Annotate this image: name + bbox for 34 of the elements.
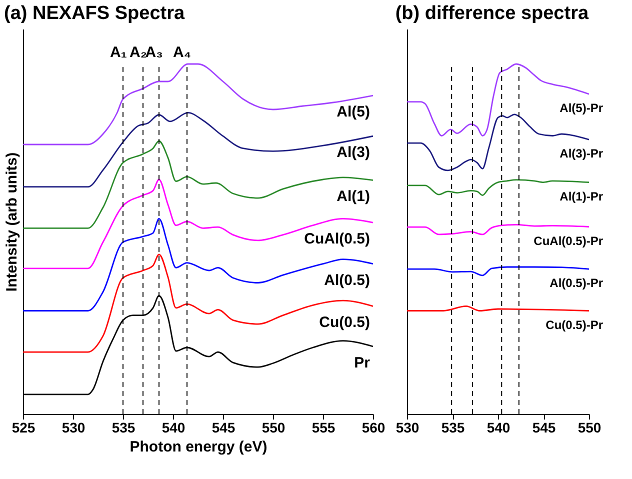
series-label: Cu(0.5)-Pr (546, 318, 604, 332)
x-tick-label: 545 (532, 420, 556, 436)
series-label: Al(1)-Pr (560, 189, 604, 204)
x-tick-label: 535 (112, 420, 136, 436)
series-label: Al(3)-Pr (560, 146, 604, 161)
series-label: CuAl(0.5) (304, 230, 370, 248)
series-label: Al(5) (336, 104, 370, 120)
series-label: Al(0.5) (324, 272, 370, 289)
series-label: Al(1) (336, 188, 370, 206)
x-tick-label: 545 (212, 420, 236, 436)
x-tick-label: 550 (578, 420, 602, 436)
chart-title: (a) NEXAFS Spectra (4, 3, 185, 24)
x-tick-label: 530 (396, 420, 420, 436)
x-tick-label: 555 (312, 420, 336, 436)
x-tick-label: 540 (486, 420, 510, 436)
x-axis-title: Photon energy (eV) (130, 438, 268, 456)
y-axis-title: Intensity (arb units) (4, 152, 20, 292)
x-tick-label: 530 (62, 420, 86, 436)
x-tick-label: 550 (262, 420, 286, 436)
chart-title: (b) difference spectra (395, 3, 589, 24)
ref-line-label: A₁ (110, 44, 127, 61)
ref-line-label: A₄ (173, 44, 191, 61)
series-label: Cu(0.5) (319, 314, 370, 332)
x-tick-label: 560 (362, 420, 386, 436)
series-label: CuAl(0.5)-Pr (534, 234, 604, 248)
series-label: Al(3) (336, 144, 370, 162)
series-label: Al(0.5)-Pr (550, 276, 604, 290)
x-tick-label: 525 (12, 420, 36, 436)
series-label: Pr (354, 354, 370, 372)
x-tick-label: 540 (162, 420, 186, 436)
series-label: Al(5)-Pr (560, 101, 604, 116)
ref-line-label: A₃ (145, 44, 164, 61)
x-tick-label: 535 (441, 420, 465, 436)
ref-line-label: A₂ (130, 44, 147, 61)
